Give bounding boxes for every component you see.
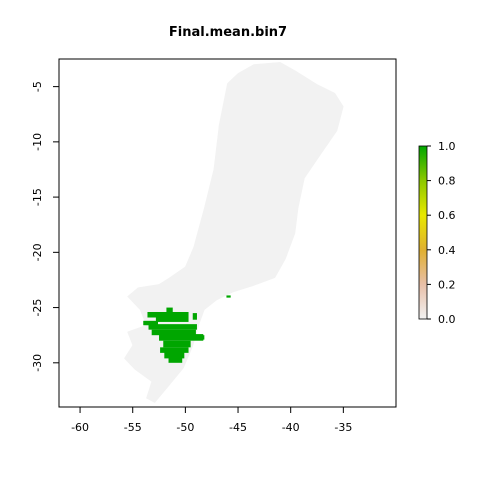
value-cell <box>148 324 197 330</box>
x-tick-label: -40 <box>282 421 300 434</box>
value-cell <box>226 295 231 298</box>
region-background-value-0 <box>123 62 344 403</box>
value-cell <box>164 351 185 359</box>
colorbar-tick-label: 1.0 <box>438 140 456 153</box>
colorbar-tick-label: 0.8 <box>438 175 456 188</box>
value-cell <box>199 335 205 340</box>
region-values-1 <box>143 295 231 363</box>
legend-colorbar: 0.0 0.2 0.4 0.6 0.8 1.0 <box>418 140 456 326</box>
x-axis: -60 -55 -50 -45 -40 -35 <box>71 406 352 434</box>
value-cell <box>163 340 191 348</box>
value-cell <box>168 357 183 363</box>
y-tick-label: -30 <box>31 354 44 372</box>
map-plot-area <box>58 58 397 408</box>
colorbar-tick-label: 0.6 <box>438 209 456 222</box>
x-tick-label: -60 <box>71 421 89 434</box>
x-tick-label: -45 <box>229 421 247 434</box>
y-tick-label: -15 <box>31 188 44 206</box>
value-cell <box>160 347 189 353</box>
colorbar-tick-label: 0.0 <box>438 313 456 326</box>
value-cell <box>147 311 158 318</box>
y-tick-label: -20 <box>31 243 44 261</box>
value-cell <box>155 311 189 322</box>
value-cell <box>159 334 204 341</box>
x-tick-label: -50 <box>176 421 194 434</box>
value-cell <box>192 313 197 320</box>
value-cell <box>151 329 196 336</box>
chart-title: Final.mean.bin7 <box>169 25 287 40</box>
y-tick-label: -5 <box>31 81 44 92</box>
y-tick-label: -10 <box>31 133 44 151</box>
colorbar-gradient <box>418 145 428 320</box>
x-tick-label: -35 <box>334 421 352 434</box>
y-axis: -5 -10 -15 -20 -25 -30 <box>31 81 60 372</box>
y-tick-label: -25 <box>31 299 44 317</box>
value-cell <box>143 320 158 326</box>
x-tick-label: -55 <box>124 421 142 434</box>
value-cell <box>166 307 173 315</box>
colorbar-tick-label: 0.4 <box>438 244 456 257</box>
colorbar-ticks: 0.0 0.2 0.4 0.6 0.8 1.0 <box>427 140 456 326</box>
colorbar-tick-label: 0.2 <box>438 278 456 291</box>
